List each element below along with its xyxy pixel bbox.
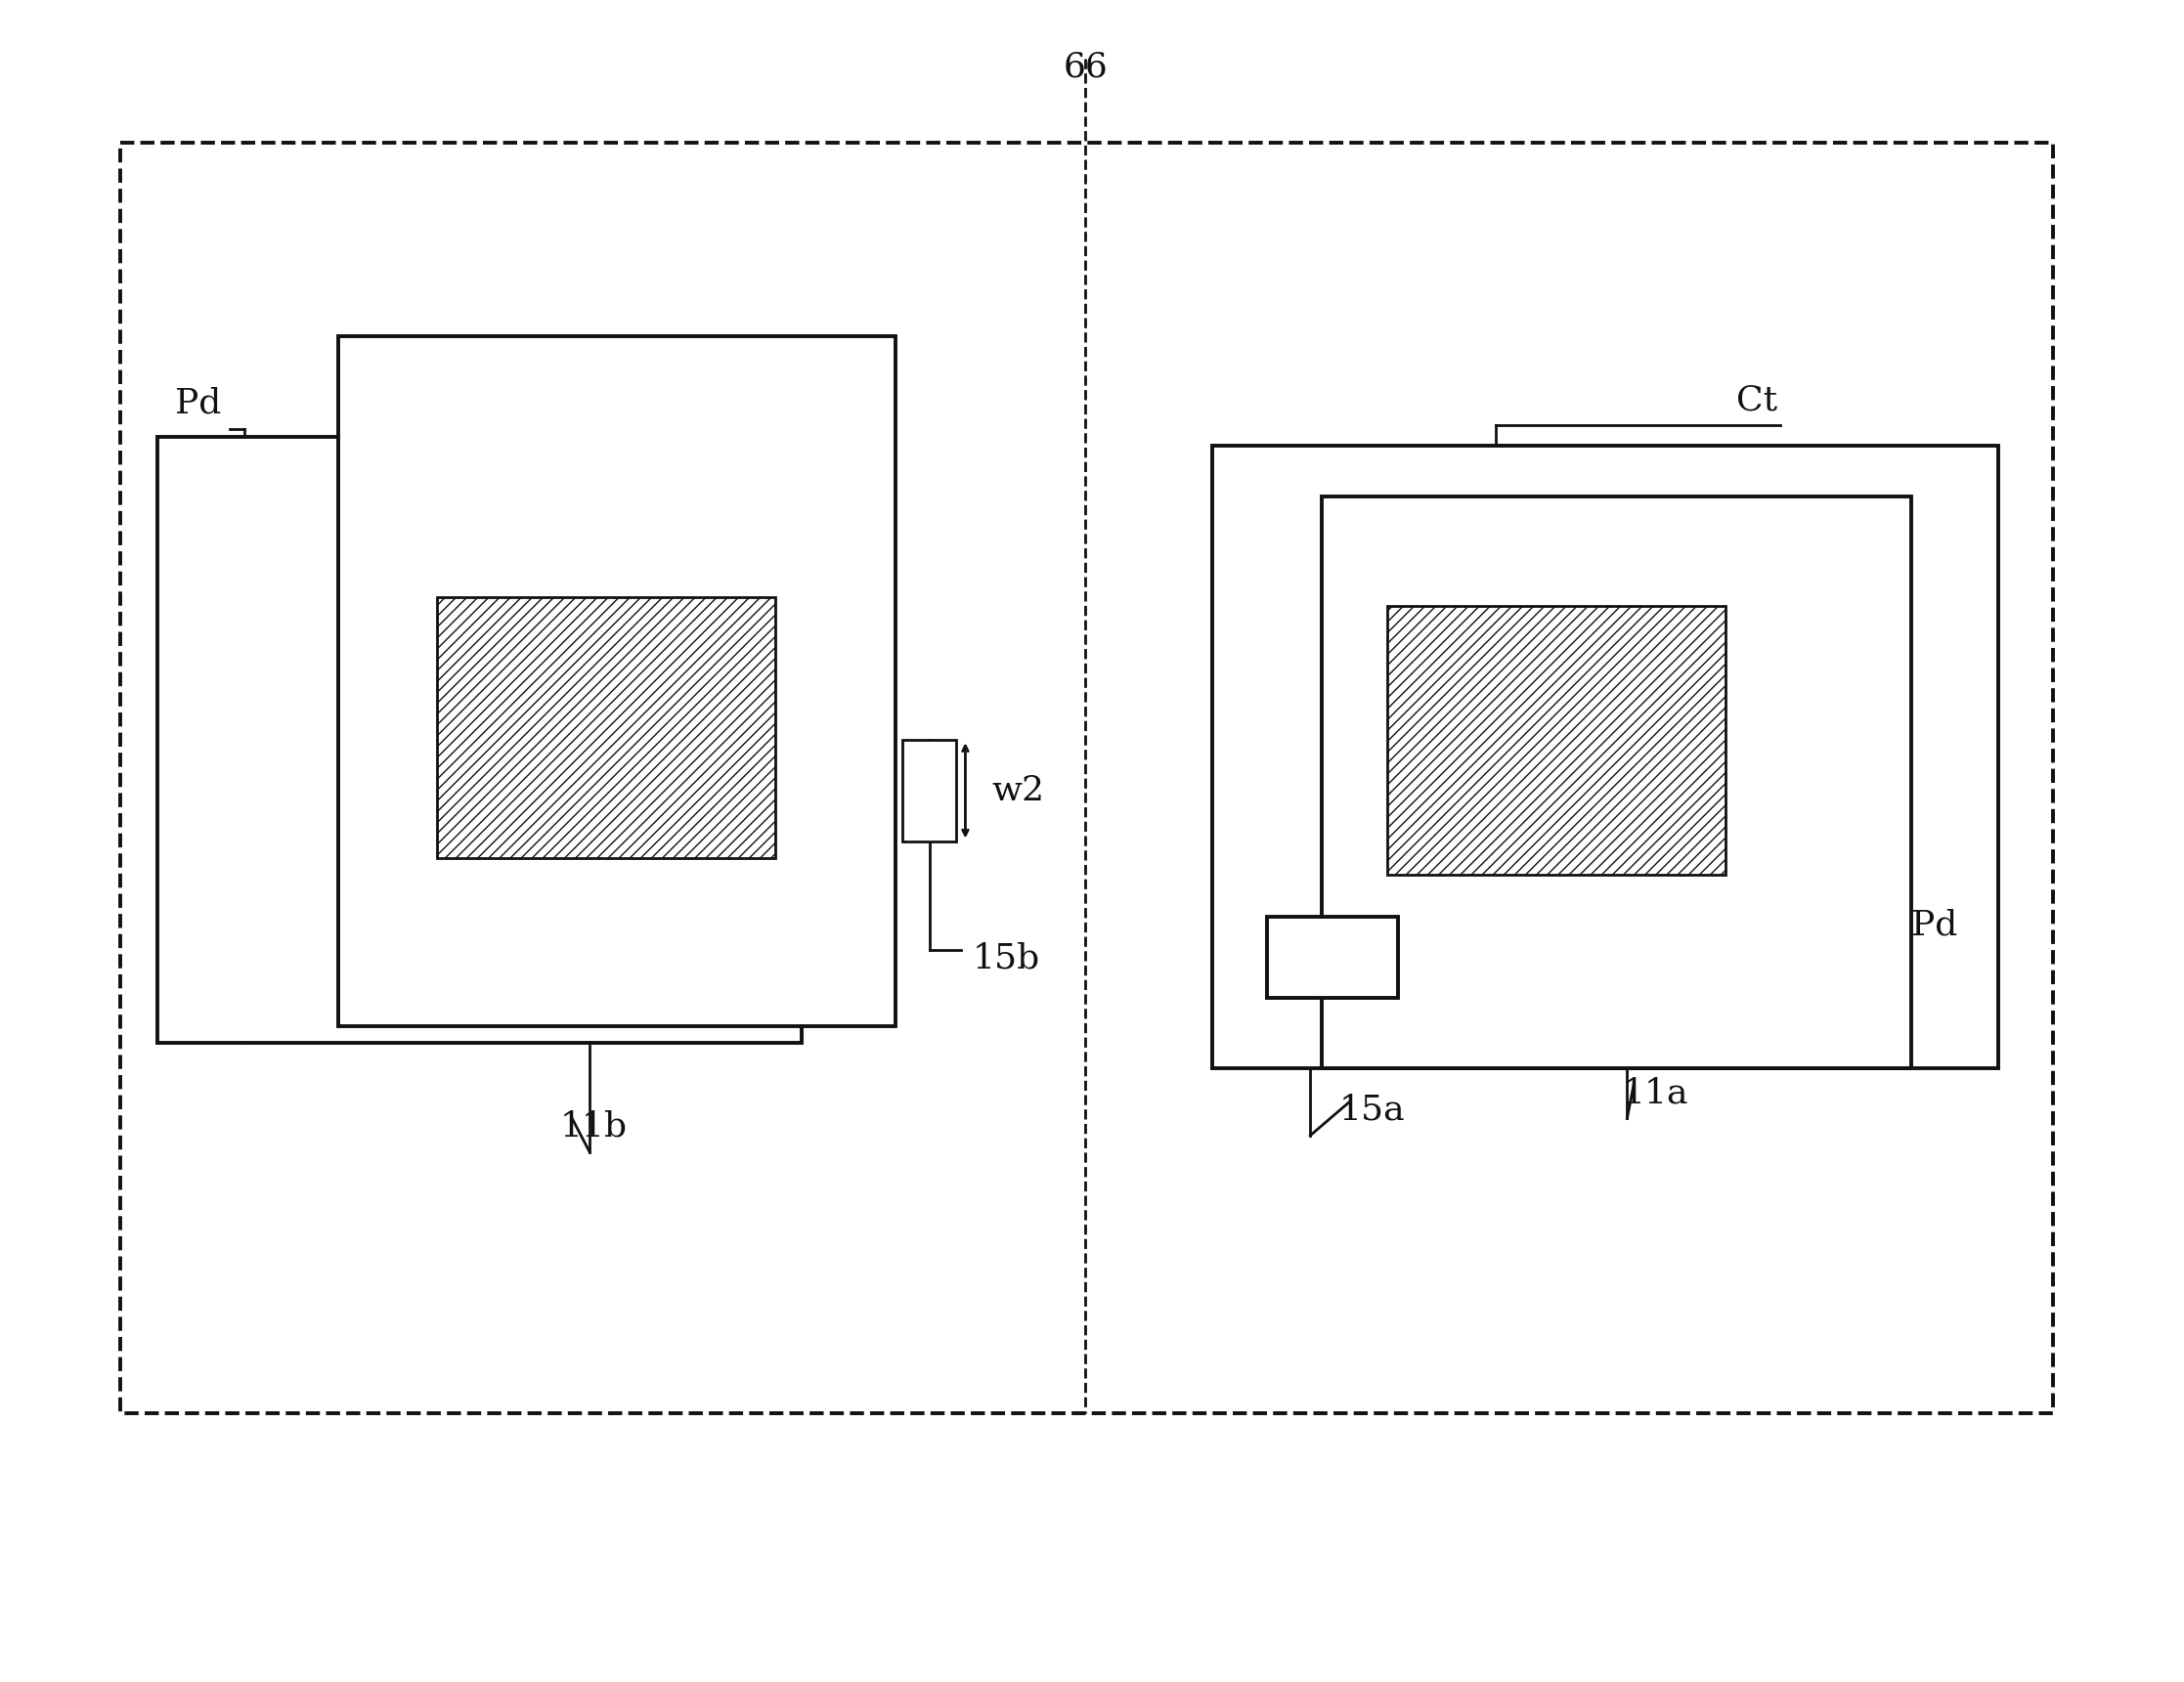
Bar <box>157 437 802 1043</box>
Bar <box>1321 496 1911 1068</box>
Text: 15a: 15a <box>1339 1093 1404 1127</box>
Bar <box>120 143 2053 1413</box>
Bar <box>1267 917 1398 997</box>
Text: Pd: Pd <box>175 387 221 420</box>
Text: w2: w2 <box>992 774 1044 807</box>
Text: 11a: 11a <box>1623 1076 1688 1110</box>
Text: 66: 66 <box>1064 50 1107 84</box>
Bar <box>339 336 895 1026</box>
Text: Ct: Ct <box>1736 383 1778 417</box>
Text: Ct: Ct <box>393 367 435 400</box>
Bar <box>902 740 957 841</box>
Text: Pd: Pd <box>1911 908 1957 942</box>
Text: 11b: 11b <box>561 1110 627 1144</box>
Text: 15b: 15b <box>972 942 1040 976</box>
Bar <box>437 597 775 858</box>
Bar <box>1387 606 1725 875</box>
Bar <box>1212 446 1998 1068</box>
